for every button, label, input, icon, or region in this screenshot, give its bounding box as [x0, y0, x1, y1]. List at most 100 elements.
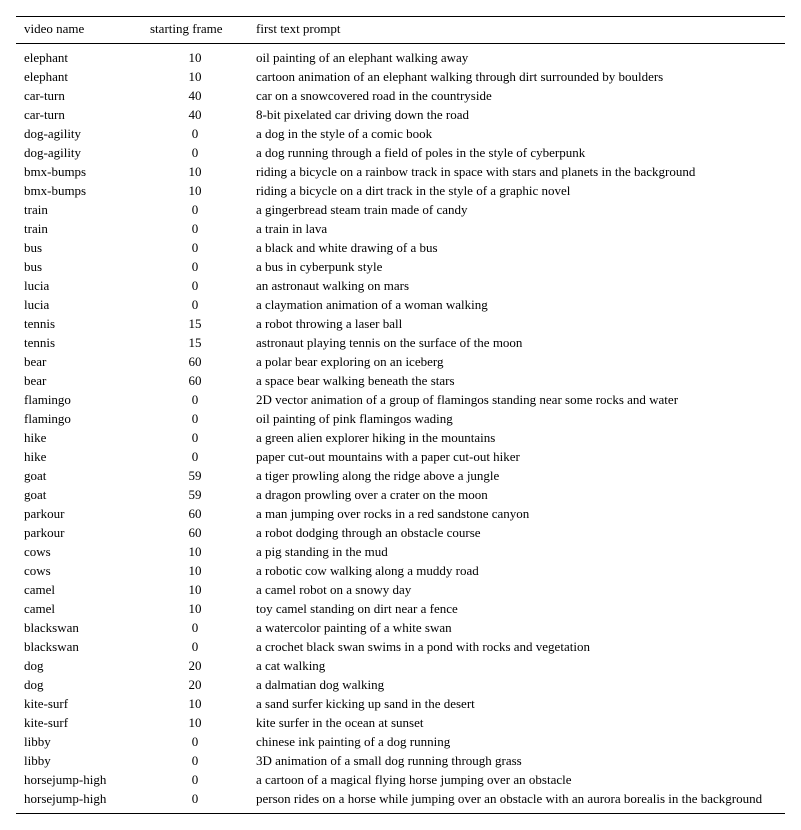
table-row: camel10toy camel standing on dirt near a…	[16, 600, 785, 619]
cell-first-text-prompt: a robot throwing a laser ball	[248, 315, 785, 334]
table-body: elephant10oil painting of an elephant wa…	[16, 44, 785, 814]
table-row: horsejump-high0a cartoon of a magical fl…	[16, 771, 785, 790]
cell-video-name: lucia	[16, 296, 142, 315]
table-row: cows10a robotic cow walking along a mudd…	[16, 562, 785, 581]
cell-video-name: lucia	[16, 277, 142, 296]
table-row: libby03D animation of a small dog runnin…	[16, 752, 785, 771]
table-row: bus0a bus in cyberpunk style	[16, 258, 785, 277]
cell-starting-frame: 0	[142, 125, 248, 144]
table-row: bear60a polar bear exploring on an icebe…	[16, 353, 785, 372]
cell-first-text-prompt: a crochet black swan swims in a pond wit…	[248, 638, 785, 657]
cell-video-name: goat	[16, 467, 142, 486]
cell-first-text-prompt: astronaut playing tennis on the surface …	[248, 334, 785, 353]
col-header-first-text-prompt: first text prompt	[248, 17, 785, 44]
cell-first-text-prompt: cartoon animation of an elephant walking…	[248, 68, 785, 87]
cell-starting-frame: 60	[142, 372, 248, 391]
cell-video-name: hike	[16, 448, 142, 467]
prompts-table: video name starting frame first text pro…	[16, 16, 785, 814]
col-header-starting-frame: starting frame	[142, 17, 248, 44]
cell-starting-frame: 0	[142, 771, 248, 790]
cell-starting-frame: 20	[142, 657, 248, 676]
cell-video-name: dog	[16, 676, 142, 695]
cell-video-name: elephant	[16, 68, 142, 87]
cell-starting-frame: 59	[142, 467, 248, 486]
table-row: car-turn40car on a snowcovered road in t…	[16, 87, 785, 106]
cell-starting-frame: 0	[142, 448, 248, 467]
cell-video-name: bmx-bumps	[16, 163, 142, 182]
cell-starting-frame: 15	[142, 315, 248, 334]
cell-first-text-prompt: a watercolor painting of a white swan	[248, 619, 785, 638]
table-row: dog-agility0a dog in the style of a comi…	[16, 125, 785, 144]
cell-video-name: goat	[16, 486, 142, 505]
cell-starting-frame: 10	[142, 44, 248, 68]
cell-video-name: parkour	[16, 505, 142, 524]
table-row: bmx-bumps10riding a bicycle on a rainbow…	[16, 163, 785, 182]
cell-video-name: libby	[16, 733, 142, 752]
table-row: hike0paper cut-out mountains with a pape…	[16, 448, 785, 467]
cell-video-name: hike	[16, 429, 142, 448]
cell-video-name: cows	[16, 543, 142, 562]
table-row: goat59a tiger prowling along the ridge a…	[16, 467, 785, 486]
table-row: goat59a dragon prowling over a crater on…	[16, 486, 785, 505]
cell-first-text-prompt: a space bear walking beneath the stars	[248, 372, 785, 391]
cell-first-text-prompt: an astronaut walking on mars	[248, 277, 785, 296]
cell-first-text-prompt: a claymation animation of a woman walkin…	[248, 296, 785, 315]
cell-first-text-prompt: a sand surfer kicking up sand in the des…	[248, 695, 785, 714]
cell-video-name: cows	[16, 562, 142, 581]
cell-starting-frame: 60	[142, 524, 248, 543]
cell-video-name: camel	[16, 581, 142, 600]
cell-video-name: bear	[16, 372, 142, 391]
table-header-row: video name starting frame first text pro…	[16, 17, 785, 44]
cell-video-name: blackswan	[16, 619, 142, 638]
cell-video-name: bear	[16, 353, 142, 372]
cell-first-text-prompt: a polar bear exploring on an iceberg	[248, 353, 785, 372]
cell-first-text-prompt: a dog in the style of a comic book	[248, 125, 785, 144]
table-row: horsejump-high0person rides on a horse w…	[16, 790, 785, 814]
table-row: cows10a pig standing in the mud	[16, 543, 785, 562]
table-row: kite-surf10a sand surfer kicking up sand…	[16, 695, 785, 714]
cell-video-name: bus	[16, 258, 142, 277]
table-row: tennis15astronaut playing tennis on the …	[16, 334, 785, 353]
cell-video-name: tennis	[16, 334, 142, 353]
cell-starting-frame: 10	[142, 695, 248, 714]
cell-starting-frame: 0	[142, 790, 248, 814]
table-row: car-turn408-bit pixelated car driving do…	[16, 106, 785, 125]
cell-video-name: car-turn	[16, 106, 142, 125]
table-row: bus0a black and white drawing of a bus	[16, 239, 785, 258]
cell-starting-frame: 0	[142, 239, 248, 258]
cell-first-text-prompt: riding a bicycle on a dirt track in the …	[248, 182, 785, 201]
cell-first-text-prompt: riding a bicycle on a rainbow track in s…	[248, 163, 785, 182]
cell-first-text-prompt: paper cut-out mountains with a paper cut…	[248, 448, 785, 467]
cell-starting-frame: 10	[142, 163, 248, 182]
cell-starting-frame: 0	[142, 144, 248, 163]
table-row: flamingo02D vector animation of a group …	[16, 391, 785, 410]
cell-first-text-prompt: kite surfer in the ocean at sunset	[248, 714, 785, 733]
cell-starting-frame: 15	[142, 334, 248, 353]
table-row: dog20a dalmatian dog walking	[16, 676, 785, 695]
table-row: parkour60a man jumping over rocks in a r…	[16, 505, 785, 524]
cell-starting-frame: 10	[142, 714, 248, 733]
cell-video-name: car-turn	[16, 87, 142, 106]
table-row: lucia0an astronaut walking on mars	[16, 277, 785, 296]
cell-starting-frame: 59	[142, 486, 248, 505]
cell-first-text-prompt: a cartoon of a magical flying horse jump…	[248, 771, 785, 790]
table-row: camel10a camel robot on a snowy day	[16, 581, 785, 600]
cell-video-name: kite-surf	[16, 714, 142, 733]
cell-video-name: horsejump-high	[16, 790, 142, 814]
cell-video-name: bus	[16, 239, 142, 258]
cell-video-name: dog-agility	[16, 125, 142, 144]
cell-first-text-prompt: car on a snowcovered road in the country…	[248, 87, 785, 106]
table-row: dog-agility0a dog running through a fiel…	[16, 144, 785, 163]
cell-starting-frame: 10	[142, 68, 248, 87]
table-row: tennis15a robot throwing a laser ball	[16, 315, 785, 334]
table-row: elephant10oil painting of an elephant wa…	[16, 44, 785, 68]
cell-first-text-prompt: a dalmatian dog walking	[248, 676, 785, 695]
cell-first-text-prompt: oil painting of pink flamingos wading	[248, 410, 785, 429]
cell-first-text-prompt: a train in lava	[248, 220, 785, 239]
cell-starting-frame: 20	[142, 676, 248, 695]
table-row: bmx-bumps10riding a bicycle on a dirt tr…	[16, 182, 785, 201]
table-row: libby0chinese ink painting of a dog runn…	[16, 733, 785, 752]
cell-starting-frame: 0	[142, 429, 248, 448]
cell-starting-frame: 10	[142, 562, 248, 581]
cell-starting-frame: 60	[142, 353, 248, 372]
